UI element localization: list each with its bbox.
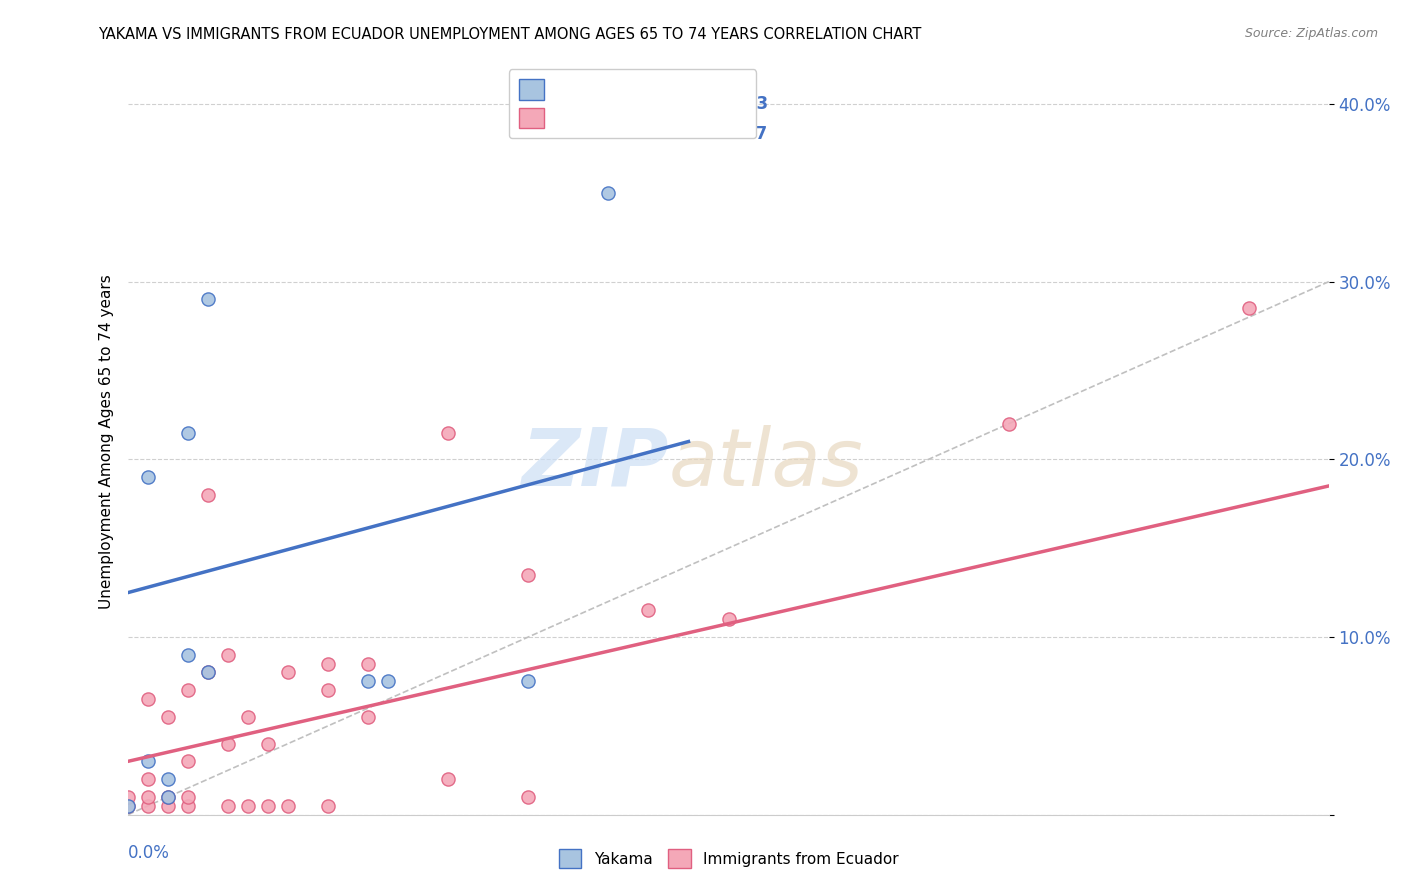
Y-axis label: Unemployment Among Ages 65 to 74 years: Unemployment Among Ages 65 to 74 years	[100, 274, 114, 609]
Point	[157, 798, 180, 813]
Point	[136, 470, 159, 484]
Text: N =: N =	[690, 95, 738, 113]
Text: ZIP: ZIP	[522, 425, 668, 503]
Text: R =: R =	[567, 95, 607, 113]
Point	[177, 754, 200, 768]
Point	[136, 692, 159, 706]
Point	[277, 665, 299, 680]
Point	[517, 789, 540, 804]
Point	[517, 567, 540, 582]
Point	[717, 612, 740, 626]
Point	[517, 674, 540, 689]
Point	[257, 737, 280, 751]
Point	[997, 417, 1019, 431]
Point	[217, 798, 239, 813]
Point	[117, 789, 139, 804]
Point	[136, 772, 159, 786]
Point	[598, 186, 620, 200]
Point	[117, 798, 139, 813]
Point	[177, 648, 200, 662]
Point	[318, 657, 340, 671]
Point	[217, 648, 239, 662]
Point	[377, 674, 399, 689]
Point	[117, 798, 139, 813]
Point	[217, 737, 239, 751]
Point	[437, 425, 460, 440]
Point	[177, 789, 200, 804]
Point	[437, 772, 460, 786]
Text: 0.444: 0.444	[627, 125, 679, 144]
Text: Source: ZipAtlas.com: Source: ZipAtlas.com	[1244, 27, 1378, 40]
Point	[177, 425, 200, 440]
Text: 13: 13	[745, 95, 769, 113]
Point	[197, 665, 219, 680]
Point	[157, 789, 180, 804]
Point	[637, 603, 659, 617]
Point	[357, 657, 380, 671]
Point	[238, 710, 260, 724]
Text: N =: N =	[690, 125, 738, 144]
Point	[197, 665, 219, 680]
Point	[177, 683, 200, 698]
Text: YAKAMA VS IMMIGRANTS FROM ECUADOR UNEMPLOYMENT AMONG AGES 65 TO 74 YEARS CORRELA: YAKAMA VS IMMIGRANTS FROM ECUADOR UNEMPL…	[98, 27, 922, 42]
Point	[157, 772, 180, 786]
Text: R =: R =	[567, 125, 602, 144]
Text: 0.331: 0.331	[627, 95, 679, 113]
Text: 37: 37	[745, 125, 769, 144]
Point	[277, 798, 299, 813]
Point	[357, 710, 380, 724]
Text: 0.0%: 0.0%	[128, 845, 170, 863]
Point	[177, 798, 200, 813]
Point	[197, 488, 219, 502]
Point	[238, 798, 260, 813]
Point	[136, 798, 159, 813]
Point	[197, 293, 219, 307]
Point	[136, 754, 159, 768]
Point	[157, 710, 180, 724]
Point	[136, 789, 159, 804]
Point	[1237, 301, 1260, 316]
Legend: Yakama, Immigrants from Ecuador: Yakama, Immigrants from Ecuador	[553, 843, 904, 874]
Point	[318, 798, 340, 813]
Point	[157, 789, 180, 804]
Point	[357, 674, 380, 689]
Point	[318, 683, 340, 698]
Text: atlas: atlas	[668, 425, 863, 503]
Point	[257, 798, 280, 813]
